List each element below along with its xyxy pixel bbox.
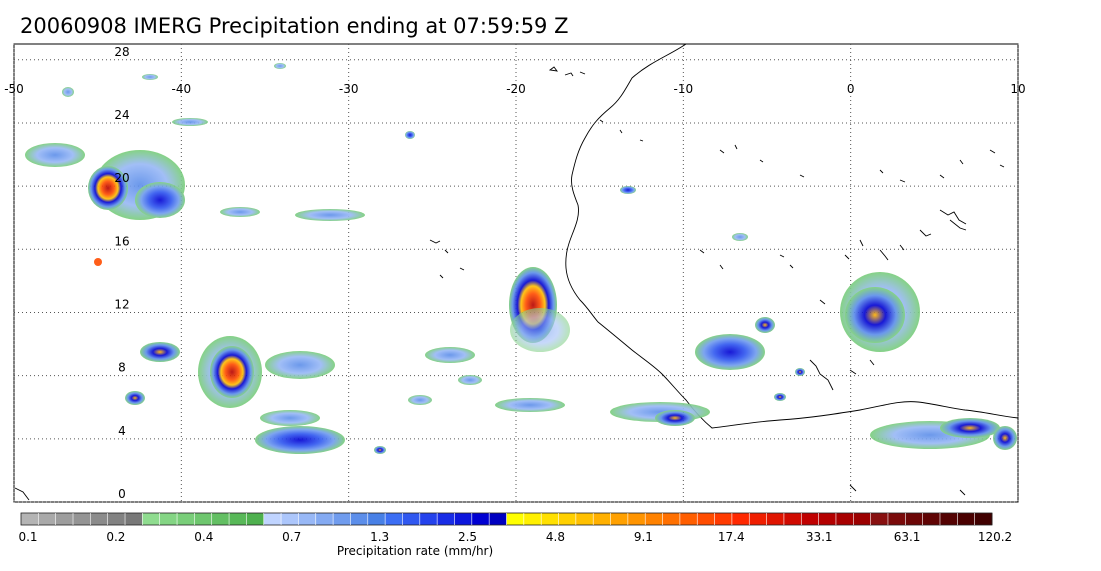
colorbar-swatch	[263, 513, 282, 525]
colorbar-swatch	[835, 513, 854, 525]
colorbar-swatch	[90, 513, 109, 525]
colorbar-swatch	[419, 513, 438, 525]
colorbar-swatch	[610, 513, 629, 525]
colorbar-swatch	[558, 513, 577, 525]
colorbar-swatch	[73, 513, 91, 525]
colorbar-swatch	[939, 513, 958, 525]
colorbar-swatch	[714, 513, 733, 525]
colorbar-tick-label: 4.8	[546, 530, 565, 544]
colorbar-swatch	[194, 513, 213, 525]
colorbar-swatch	[471, 513, 490, 525]
colorbar-swatch	[55, 513, 74, 525]
colorbar-swatch	[801, 513, 820, 525]
colorbar-swatch	[523, 513, 542, 525]
lon-tick-label: -30	[339, 82, 359, 96]
lon-tick-label: -10	[674, 82, 694, 96]
colorbar-tick-label: 33.1	[806, 530, 833, 544]
colorbar-tick-label: 2.5	[458, 530, 477, 544]
colorbar-swatch	[315, 513, 334, 525]
colorbar-swatch	[489, 513, 507, 525]
lat-tick-label: 28	[114, 45, 129, 59]
lat-tick-label: 4	[118, 424, 126, 438]
colorbar-swatch	[142, 513, 161, 525]
colorbar-swatch	[350, 513, 369, 525]
colorbar-tick-label: 0.1	[18, 530, 37, 544]
colorbar-swatch	[385, 513, 403, 525]
colorbar-swatch	[645, 513, 663, 525]
colorbar-swatch	[887, 513, 906, 525]
colorbar-swatch	[870, 513, 889, 525]
lon-tick-label: -20	[506, 82, 526, 96]
colorbar-swatch	[783, 513, 802, 525]
map-title: 20060908 IMERG Precipitation ending at 0…	[20, 14, 569, 38]
colorbar-swatch	[229, 513, 247, 525]
lon-tick-label: -50	[4, 82, 24, 96]
colorbar-swatch	[697, 513, 715, 525]
colorbar-swatch	[593, 513, 611, 525]
colorbar-swatch	[38, 513, 57, 525]
colorbar-tick-label: 0.2	[106, 530, 125, 544]
colorbar-swatch	[627, 513, 646, 525]
colorbar-swatch	[853, 513, 872, 525]
colorbar-tick-label: 120.2	[978, 530, 1012, 544]
colorbar-tick-label: 9.1	[634, 530, 653, 544]
colorbar-swatch	[125, 513, 143, 525]
colorbar-swatch	[818, 513, 837, 525]
colorbar-swatch	[974, 513, 993, 525]
colorbar-swatch	[749, 513, 767, 525]
colorbar-swatch	[731, 513, 750, 525]
colorbar-title: Precipitation rate (mm/hr)	[337, 544, 493, 558]
colorbar-swatch	[21, 513, 39, 525]
colorbar-swatch	[211, 513, 230, 525]
axis-tick-labels: -50 -40 -30 -20 -10 0 10 0 4 8 12 16 20 24 28	[4, 45, 1025, 501]
colorbar-swatch	[679, 513, 698, 525]
coastline	[14, 43, 1019, 501]
colorbar-swatch	[298, 513, 317, 525]
lon-tick-label: -40	[172, 82, 192, 96]
colorbar-tick-label: 17.4	[718, 530, 745, 544]
colorbar-swatch	[506, 513, 525, 525]
colorbar-tick-label: 0.7	[282, 530, 301, 544]
colorbar-swatch	[957, 513, 976, 525]
lat-tick-label: 16	[114, 234, 129, 248]
colorbar-tick-label: 0.4	[194, 530, 213, 544]
colorbar-swatch	[177, 513, 195, 525]
colorbar-swatch	[437, 513, 455, 525]
colorbar-swatch	[159, 513, 178, 525]
colorbar-swatch	[541, 513, 559, 525]
colorbar: 0.1 0.2 0.4 0.7 1.3 2.5 4.8 9.1 17.4 33.1 63.1 120.…	[18, 512, 1012, 558]
colorbar-swatch	[333, 513, 351, 525]
colorbar-swatch	[402, 513, 421, 525]
lat-tick-label: 8	[118, 361, 126, 375]
colorbar-swatch	[766, 513, 785, 525]
colorbar-swatch	[107, 513, 126, 525]
colorbar-swatch	[246, 513, 265, 525]
lat-tick-label: 20	[114, 171, 129, 185]
colorbar-swatch	[367, 513, 386, 525]
lat-tick-label: 24	[114, 108, 129, 122]
colorbar-swatch	[922, 513, 941, 525]
colorbar-swatch	[905, 513, 924, 525]
colorbar-tick-label: 1.3	[370, 530, 389, 544]
colorbar-swatch	[281, 513, 299, 525]
precipitation-field	[25, 63, 1017, 454]
colorbar-swatch	[575, 513, 594, 525]
colorbar-tick-label: 63.1	[894, 530, 921, 544]
lon-tick-label: 0	[847, 82, 855, 96]
lon-tick-label: 10	[1010, 82, 1025, 96]
colorbar-swatch	[454, 513, 473, 525]
lat-tick-label: 0	[118, 487, 126, 501]
lat-tick-label: 12	[114, 297, 129, 311]
colorbar-swatch	[662, 513, 681, 525]
